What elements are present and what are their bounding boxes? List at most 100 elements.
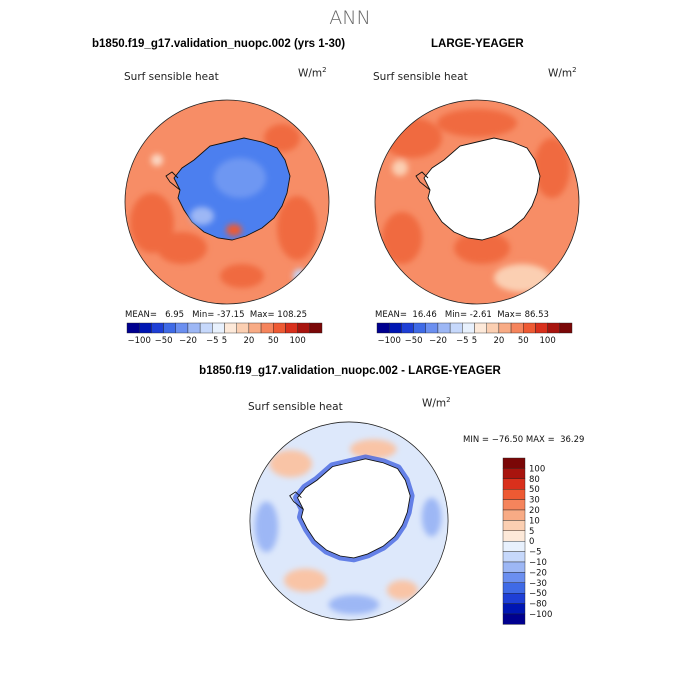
panel3-negative-patch [328, 594, 380, 615]
colorbar-tick-label: 5 [472, 336, 477, 346]
colorbar-tick-label: 5 [222, 336, 227, 346]
panel2-peninsula-coast [415, 171, 431, 191]
panel2-variable-label: Surf sensible heat [373, 71, 468, 83]
panel1-map [124, 99, 330, 305]
colorbar-swatch [502, 530, 526, 542]
panel3-positive-patch [386, 580, 418, 600]
panel1-title: b1850.f19_g17.validation_nuopc.002 (yrs … [92, 38, 346, 50]
colorbar-tick-label: −100 [529, 610, 552, 620]
colorbar-tick-label: −100 [378, 336, 401, 346]
colorbar-swatch [297, 322, 311, 334]
colorbar-swatch [502, 561, 526, 573]
colorbar-swatch [199, 322, 213, 334]
colorbar-tick-label: −100 [128, 336, 151, 346]
panel2-stats: MEAN= 16.46 Min= -2.61 Max= 86.53 [375, 310, 549, 320]
panel2-map [374, 99, 580, 305]
colorbar-swatch [413, 322, 426, 334]
colorbar-tick-label: 30 [529, 496, 540, 506]
colorbar-swatch [502, 499, 526, 511]
panel3-units: W/m2 [422, 396, 451, 410]
panel3-map-border [249, 421, 449, 621]
colorbar-tick-label: −5 [456, 336, 469, 346]
colorbar-swatch [212, 322, 225, 334]
colorbar-swatch [502, 572, 526, 584]
colorbar-tick-label: 50 [268, 336, 279, 346]
colorbar-swatch [502, 603, 526, 615]
colorbar-tick-label: 80 [529, 475, 540, 485]
colorbar-swatch [175, 322, 189, 334]
colorbar-swatch [502, 468, 526, 479]
panel2-light-patch [392, 160, 408, 176]
colorbar-swatch [502, 540, 526, 552]
panel3-positive-patch [349, 439, 397, 459]
panel2-units: W/m2 [548, 66, 577, 80]
colorbar-swatch [502, 478, 526, 490]
colorbar-swatch [502, 509, 526, 521]
colorbar-swatch [248, 322, 262, 334]
colorbar-swatch [559, 322, 573, 334]
colorbar-swatch [260, 322, 274, 334]
panel3-map [249, 421, 449, 621]
colorbar-tick-label: −30 [529, 579, 547, 589]
panel1-light-patch [151, 154, 163, 166]
panel2-antarctica [423, 137, 541, 241]
colorbar-swatch [502, 582, 526, 594]
colorbar-swatch [126, 322, 140, 334]
colorbar-tick-label: 100 [540, 336, 556, 346]
panel1-warm-patch [157, 232, 207, 264]
colorbar-tick-label: −5 [206, 336, 219, 346]
panel3-peninsula-coast [289, 491, 304, 510]
colorbar-swatch [236, 322, 250, 334]
colorbar-tick-label: 50 [518, 336, 529, 346]
colorbar-swatch [425, 322, 439, 334]
colorbar-swatch [502, 457, 526, 469]
panel2-title: LARGE-YEAGER [431, 38, 524, 50]
colorbar-swatch [462, 322, 475, 334]
panel1-variable-label: Surf sensible heat [124, 71, 219, 83]
panel2-warm-patch [382, 118, 442, 158]
colorbar-tick-label: −50 [529, 589, 547, 599]
colorbar-swatch [535, 322, 548, 334]
panel1-warm-patch [264, 124, 300, 152]
colorbar-tick-label: 50 [529, 485, 540, 495]
colorbar-tick-label: −20 [179, 336, 197, 346]
colorbar-swatch [502, 592, 526, 604]
colorbar-tick-label: 20 [493, 336, 504, 346]
colorbar-tick-label: 20 [243, 336, 254, 346]
colorbar-tick-label: −5 [529, 548, 542, 558]
panel2-colorbar: −100 −50 −20 −5 5 20 50 100 [376, 322, 573, 346]
colorbar-swatch [547, 322, 561, 334]
panel3-positive-patch [283, 568, 327, 592]
panel1-peninsula-coast [165, 171, 181, 191]
panel2-warm-patch [454, 232, 510, 264]
panel2-light-patch [494, 264, 550, 292]
colorbar-swatch [498, 322, 512, 334]
colorbar-swatch [388, 322, 402, 334]
colorbar-swatch [510, 322, 524, 334]
panel3-title: b1850.f19_g17.validation_nuopc.002 - LAR… [199, 365, 501, 377]
panel1-stats: MEAN= 6.95 Min= -37.15 Max= 108.25 [125, 310, 308, 320]
colorbar-swatch [502, 520, 526, 532]
panel3-negative-patch [254, 501, 279, 553]
panel3-negative-patch [421, 497, 442, 537]
panel2-warm-patch [382, 212, 422, 264]
colorbar-swatch [273, 322, 286, 334]
colorbar-tick-label: 5 [529, 527, 534, 537]
panel1-warm-patch [277, 196, 317, 260]
colorbar-swatch [138, 322, 152, 334]
colorbar-swatch [502, 489, 526, 500]
colorbar-tick-label: −10 [529, 558, 547, 568]
panel1-colorbar: −100 −50 −20 −5 5 20 50 100 [126, 322, 323, 346]
panel3-positive-patch [269, 450, 313, 478]
panel2-warm-patch [437, 109, 517, 137]
colorbar-tick-label: −20 [529, 568, 547, 578]
colorbar-tick-label: 100 [290, 336, 306, 346]
colorbar-swatch [486, 322, 500, 334]
colorbar-tick-label: 0 [529, 537, 534, 547]
panel1-ice-core [190, 207, 214, 225]
figure-title: ANN [329, 7, 371, 29]
panel3-variable-label: Surf sensible heat [248, 401, 343, 413]
panel3-stats: MIN = −76.50 MAX = 36.29 [463, 435, 585, 445]
